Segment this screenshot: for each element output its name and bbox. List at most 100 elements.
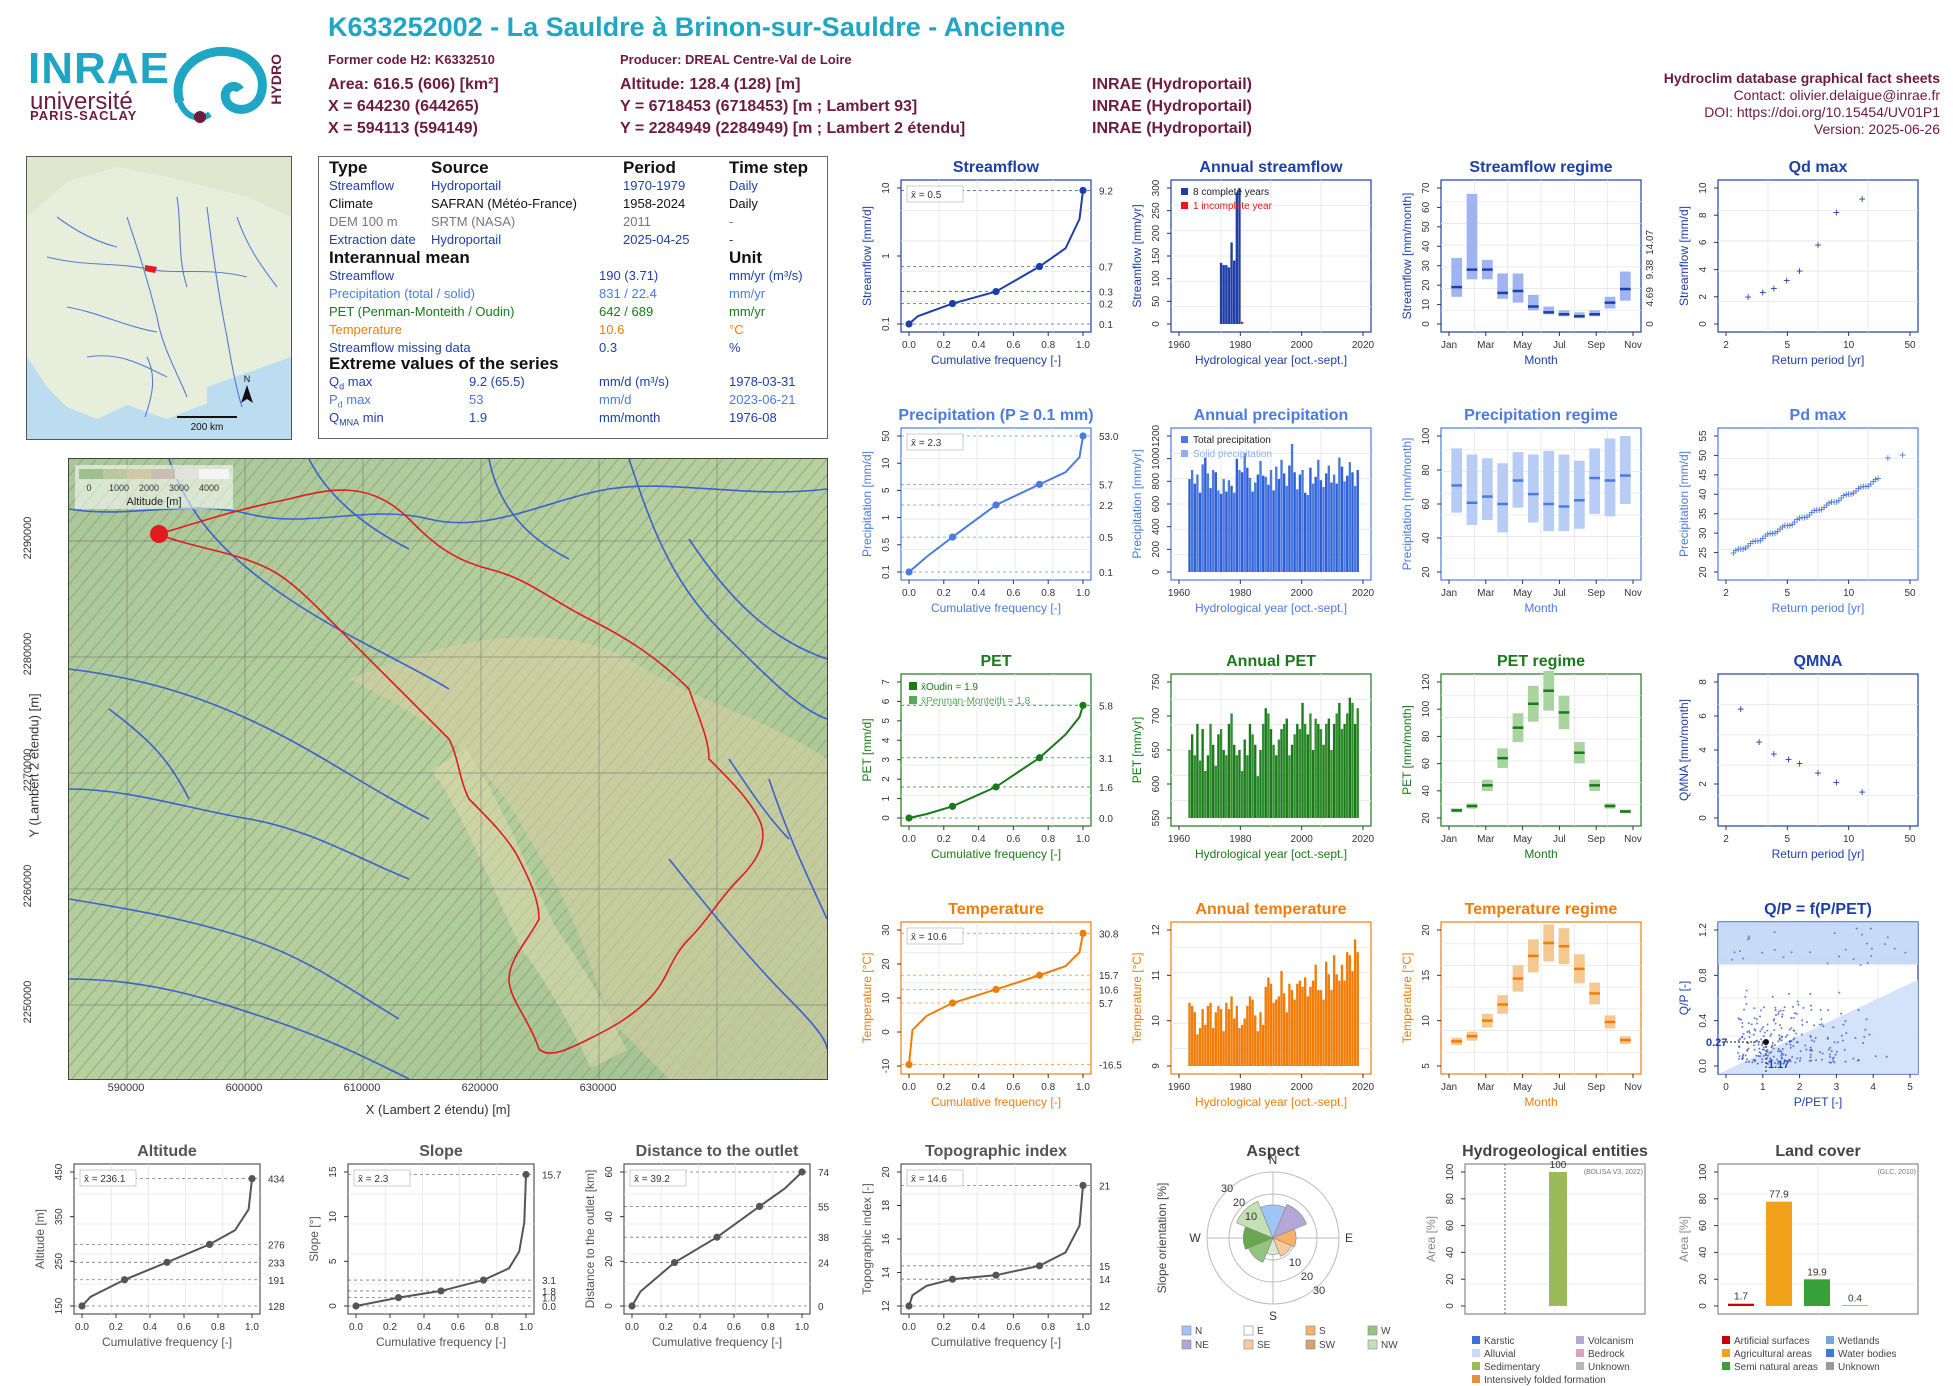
bar [1267,484,1270,572]
data-point: + [1867,477,1874,491]
annotation: 1.17 [1768,1059,1789,1071]
data-point: + [1838,491,1845,505]
y-tick-label: 0 [604,1303,615,1309]
outlet-marker [150,525,168,543]
y-tick-label: 0 [1698,321,1709,327]
y-tick-label: 20 [1421,566,1432,578]
legend-swatch [1826,1349,1834,1357]
chart-topo_index_curve: Topographic index Cumulative frequency [-… [860,1143,1111,1349]
data-point [1836,1041,1839,1044]
bar [1285,485,1288,572]
data-point [1826,1036,1829,1039]
chart-title: Distance to the outlet [636,1143,799,1160]
x-tick-label: 1960 [1168,834,1191,845]
data-point: + [1833,495,1840,509]
bar [1277,479,1281,572]
data-point [1840,1012,1843,1015]
data-point [1808,1049,1811,1052]
data-point [1773,931,1776,934]
y-tick-label: 15 [1421,969,1432,981]
legend-label: x̄Oudin = 1.9 [921,682,978,693]
bar [1351,971,1354,1066]
data-point: + [1814,766,1821,780]
mean-value: 642 / 689 [599,304,654,319]
y-tick-label: 1.2 [1698,923,1709,937]
data-point [1759,1055,1762,1058]
right-tick-label: 0 [1645,321,1656,327]
mean-label: Precipitation (total / solid) [329,286,475,301]
y-tick-label: 11 [1151,970,1162,981]
y-tick-label: 20 [1421,812,1432,824]
data-point [1787,992,1790,995]
bar [1233,1018,1236,1066]
y-tick-label: 50 [1421,221,1432,233]
x-axis-label: Hydrological year [oct.-sept.] [1195,601,1347,615]
chart-qmna: QMNA Return period [yr] QMNA [mm/month] 2 5 1… [1677,653,1919,861]
bar [1346,952,1349,1066]
y-tick-label: 20 [1445,1273,1456,1285]
data-point [1782,1053,1785,1056]
y-axis-label: Slope [°] [307,1216,321,1262]
chart-title: Annual streamflow [1199,159,1343,176]
regime-box [1543,450,1555,532]
data-point [1740,1018,1743,1021]
y-axis-label: Temperature [°C] [1400,953,1414,1044]
data-point [1792,1029,1795,1032]
database-info: Hydroclim database graphical fact sheets… [1664,70,1940,138]
data-point: + [1859,192,1866,206]
mean-box [906,185,964,203]
y-tick-label: 1 [881,253,892,259]
data-point [1818,1023,1821,1026]
bar [1264,986,1267,1066]
x-axis-label: Hydrological year [oct.-sept.] [1195,1095,1347,1109]
data-point [1852,1057,1855,1060]
data-point: + [1737,702,1744,716]
data-point: + [1899,448,1906,462]
data-point [1809,1035,1812,1038]
extreme-title: Extreme values of the series [329,354,559,373]
x-tick-label: Mar [1477,340,1495,351]
reference-label: 0.0 [1099,814,1113,825]
x-axis-label: Cumulative frequency [-] [931,847,1061,861]
mean-label: x̄ = 10.6 [911,932,947,943]
data-point [1738,1055,1741,1058]
data-point: + [1757,534,1764,548]
bar [1319,480,1323,572]
data-point [905,1061,913,1069]
legend-label: Unknown [1588,1362,1630,1373]
bar [1322,744,1325,818]
x-tick-label: 0.8 [1041,340,1055,351]
data-point [1805,1048,1808,1051]
data-point [1785,1043,1788,1046]
x-tick-label: 2020 [1352,340,1375,351]
bar [1311,980,1315,1066]
data-point [1795,1032,1798,1035]
data-point [1782,1009,1785,1012]
chart-altitude_curve: Altitude Cumulative frequency [-] Altitude… [33,1143,285,1349]
x-tick-label: 4 [1870,1082,1876,1093]
bar [1335,974,1338,1066]
data-point [1741,1021,1744,1024]
bar [1198,492,1202,572]
x-tick-label: 0.0 [902,1322,916,1333]
data-point [1742,957,1745,960]
bar [1243,453,1246,572]
x-tick-label: Sep [1587,834,1605,845]
y-tick-label: 20 [1698,566,1709,578]
bar [1246,1005,1249,1066]
legend-swatch [1472,1375,1480,1383]
chart-pet_regime: PET regime Month PET [mm/month] Jan Mar May Ju… [1400,653,1642,861]
x-tick-label: Mar [1477,588,1495,599]
data-point [1802,1006,1805,1009]
data-point [1748,937,1751,940]
x-tick-label: 10 [1843,588,1855,599]
bar [1309,467,1312,572]
data-point: + [1857,480,1864,494]
x-tick-label: 10 [1843,834,1855,845]
x-tick-label: Nov [1624,834,1642,845]
bar [1198,1028,1202,1066]
data-point: + [1833,776,1840,790]
x-tick-label: Nov [1624,588,1642,599]
altitude-legend-title: Altitude [m] [126,496,181,508]
map-xtick: 620000 [461,1082,499,1094]
